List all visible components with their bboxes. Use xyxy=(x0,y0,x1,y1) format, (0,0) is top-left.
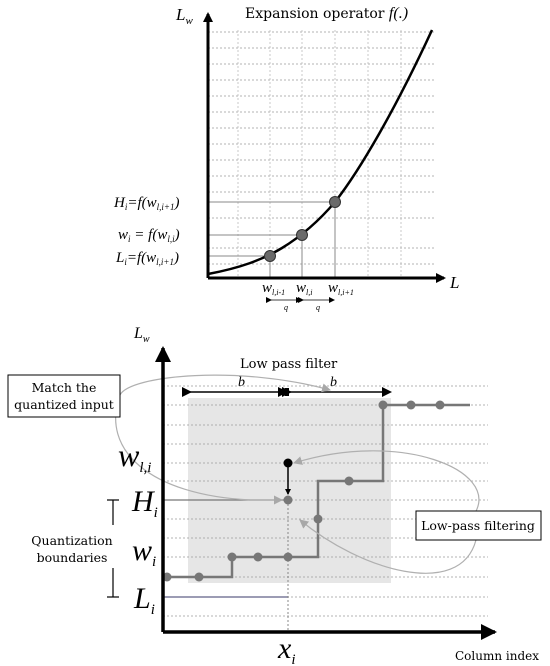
filtered-point xyxy=(283,458,293,468)
point-L xyxy=(264,250,276,262)
label-L-eq: Li=f(wl,i+1) xyxy=(115,250,179,267)
lowpass-arrow-upper xyxy=(293,450,480,514)
top-plot: Lw L Expansion operator f(.) Hi=f(wl,i+1… xyxy=(113,5,459,312)
bottom-plot: b b Low pass filter Lw Column index wl,i… xyxy=(7,325,542,666)
tick-w-next: wl,i+1 xyxy=(328,280,354,297)
lowpass-box-label: Low-pass filtering xyxy=(421,518,535,533)
match-box-line1: Match the xyxy=(32,380,97,395)
b-right-label: b xyxy=(330,375,337,390)
point-H xyxy=(329,196,341,208)
label-Hi: Hi xyxy=(131,485,158,521)
match-arrow-lower xyxy=(115,394,283,505)
top-y-axis-label: Lw xyxy=(175,5,193,27)
lowpass-box xyxy=(415,510,542,541)
lowpass-arrow-lower xyxy=(299,519,477,574)
label-Li: Li xyxy=(133,582,155,618)
q-label-1: q xyxy=(284,303,288,312)
q-label-2: q xyxy=(316,303,320,312)
label-wi: wi xyxy=(132,534,156,570)
match-arrow-upper xyxy=(119,374,331,396)
step-points xyxy=(162,400,445,582)
b-left-label: b xyxy=(238,375,245,390)
bottom-y-axis-label: Lw xyxy=(133,325,150,345)
tick-w-prev: wl,i-1 xyxy=(262,280,285,297)
quant-label-1: Quantization xyxy=(31,533,112,548)
quantized-point xyxy=(283,495,293,505)
top-grid xyxy=(208,30,436,278)
label-xi: xi xyxy=(277,632,296,666)
match-box xyxy=(7,374,121,418)
label-w-eq: wi = f(wl,i) xyxy=(118,227,180,244)
point-w xyxy=(296,229,308,241)
top-title: Expansion operator f(.) xyxy=(245,5,408,22)
tick-w-cur: wl,i xyxy=(296,280,312,297)
match-box-line2: quantized input xyxy=(14,397,114,412)
quant-label-2: boundaries xyxy=(37,550,108,565)
expansion-curve xyxy=(207,29,434,276)
label-wli: wl,i xyxy=(118,437,151,476)
bottom-x-axis-label: Column index xyxy=(455,649,539,663)
filter-title: Low pass filter xyxy=(240,357,338,372)
top-x-axis-label: L xyxy=(449,273,459,292)
label-H-eq: Hi=f(wl,i+1) xyxy=(113,195,179,212)
